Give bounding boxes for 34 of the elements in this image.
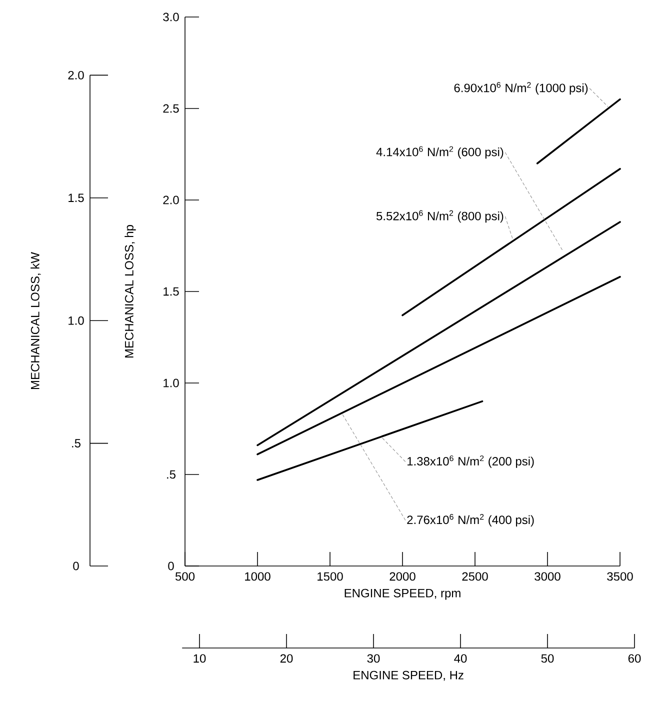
x2-tick-label: 30	[367, 654, 380, 663]
x-tick-label: 3000	[534, 572, 560, 581]
text: 4.14x10$^{6}$ N/m$^{2}$ (600 psi)	[376, 146, 504, 159]
x2-tick-label: 10	[194, 654, 206, 663]
text: 1.38x10$^{6}$ N/m$^{2}$ (200 psi)	[408, 455, 534, 468]
y-tick-label: 1.0	[164, 378, 179, 388]
x-tick-label: 3500	[607, 572, 633, 581]
text: 2.76x10$^{6}$ N/m$^{2}$ (400 psi)	[407, 514, 534, 526]
y2-tick-label: 2.0	[68, 70, 84, 80]
x2-tick-label: 40	[454, 654, 467, 663]
x-tick-label: 2000	[390, 572, 416, 581]
series-label: 5.52x10$^{6}$ N/m$^{2}$ (800 psi)	[376, 210, 504, 223]
x2-tick-label: 60	[628, 654, 641, 663]
y-tick-label: 0	[168, 562, 174, 570]
y2-tick-label: .5	[72, 439, 80, 448]
y-axis-title: MECHANICAL LOSS, hp	[124, 225, 136, 358]
x-tick-label: 500	[175, 572, 195, 581]
x-tick-label: 1000	[245, 572, 270, 581]
series-label: 6.90x10$^{6}$ N/m$^{2}$ (1000 psi)	[454, 82, 588, 95]
y2-tick-label: 0	[73, 562, 79, 570]
x2-tick-label: 50	[541, 654, 554, 663]
x-tick-label: 1500	[318, 572, 343, 581]
y-tick-label: 3.0	[163, 12, 179, 22]
y2-axis-title: MECHANICAL LOSS, kW	[30, 252, 41, 390]
y-tick-label: 2.0	[163, 196, 179, 204]
x-tick-label: 2500	[462, 572, 488, 581]
y2-tick-label: 1.0	[68, 316, 84, 325]
y-tick-label: 1.5	[164, 287, 179, 296]
y-tick-label: .5	[167, 470, 176, 479]
x2-axis-title: ENGINE SPEED, Hz	[354, 670, 464, 681]
x2-tick-label: 20	[280, 654, 293, 663]
y2-tick-label: 1.5	[68, 194, 84, 202]
y-tick-label: 2.5	[163, 104, 179, 113]
x-axis-title: ENGINE SPEED, rpm	[344, 588, 460, 600]
